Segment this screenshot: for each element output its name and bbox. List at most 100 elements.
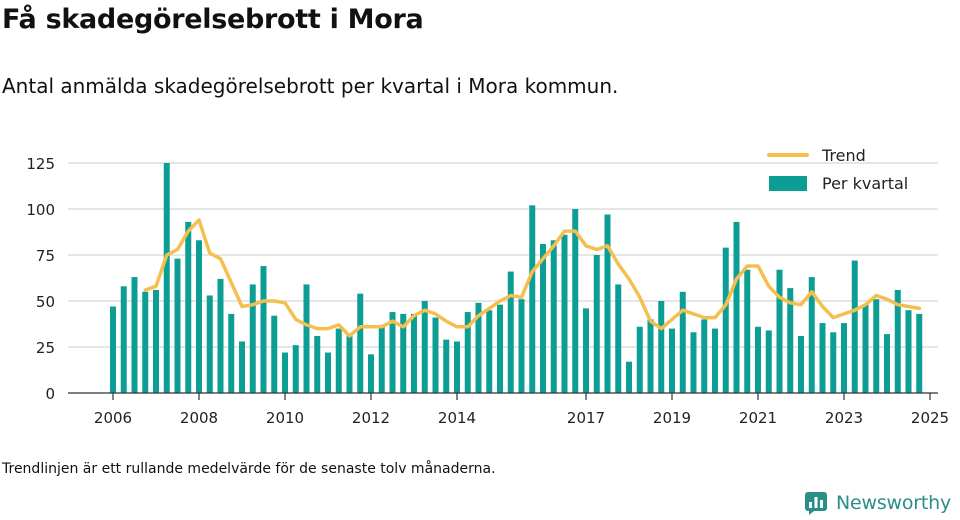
bar — [185, 221, 192, 393]
bar — [421, 301, 428, 393]
x-tick-label: 2006 — [94, 409, 132, 427]
bar — [916, 313, 923, 393]
bar — [518, 299, 525, 393]
bar — [497, 304, 503, 393]
bar — [249, 284, 256, 393]
bar — [787, 288, 794, 393]
x-tick-label: 2017 — [567, 409, 605, 427]
x-tick-label: 2014 — [438, 409, 476, 427]
bar — [507, 271, 514, 393]
bar — [647, 319, 654, 393]
bar — [658, 301, 665, 393]
bar — [228, 313, 235, 393]
bar — [475, 302, 482, 393]
bar — [443, 339, 450, 393]
bar — [701, 319, 708, 393]
bar — [604, 214, 611, 393]
bar — [669, 328, 675, 393]
bar — [142, 291, 149, 393]
legend-bar-label: Per kvartal — [822, 174, 908, 193]
bar — [593, 255, 600, 393]
bar — [841, 323, 847, 393]
bar — [217, 278, 224, 393]
x-tick-label: 2010 — [266, 409, 304, 427]
y-tick-label: 0 — [45, 385, 55, 403]
bar — [873, 299, 880, 393]
chart-title: Få skadegörelsebrott i Mora — [2, 4, 424, 35]
bar — [550, 240, 557, 393]
x-tick-label: 2021 — [739, 409, 777, 427]
bar — [808, 277, 815, 393]
bar — [282, 352, 288, 393]
bar-series — [110, 163, 923, 393]
x-tick-label: 2019 — [653, 409, 691, 427]
bar — [400, 313, 407, 393]
bar — [357, 293, 364, 393]
x-tick-label: 2023 — [825, 409, 863, 427]
bar — [378, 326, 385, 393]
bar — [411, 313, 417, 393]
y-tick-label: 25 — [36, 339, 55, 357]
y-tick-label: 75 — [36, 247, 55, 265]
bar — [163, 163, 170, 393]
bar — [110, 306, 116, 393]
bar — [454, 341, 460, 393]
bar — [529, 205, 536, 393]
x-tick-label: 2012 — [352, 409, 390, 427]
bar — [636, 326, 643, 393]
bar — [798, 335, 804, 393]
bar — [335, 328, 342, 393]
bar — [540, 243, 546, 393]
bar — [325, 352, 331, 393]
bar — [196, 240, 202, 393]
bar — [303, 284, 310, 393]
bar — [486, 310, 493, 393]
legend: Trend Per kvartal — [767, 146, 908, 193]
bar — [884, 334, 890, 393]
newsworthy-logo[interactable]: Newsworthy — [804, 488, 951, 518]
chart-subtitle: Antal anmälda skadegörelsebrott per kvar… — [2, 74, 619, 98]
bar — [260, 266, 267, 393]
y-tick-label: 100 — [26, 201, 55, 219]
bar — [690, 332, 697, 393]
legend-trend-label: Trend — [821, 146, 866, 165]
x-tick-label: 2025 — [911, 409, 949, 427]
bar — [120, 286, 127, 393]
bar — [561, 234, 568, 393]
newsworthy-logo-icon — [805, 492, 827, 515]
bar — [905, 310, 912, 393]
bar — [733, 221, 740, 393]
bar — [626, 361, 632, 393]
bar — [755, 326, 761, 393]
bar — [346, 334, 353, 393]
bar — [722, 247, 729, 393]
y-tick-label: 50 — [36, 293, 55, 311]
bar — [615, 284, 622, 393]
bar — [153, 289, 159, 393]
bar — [712, 328, 718, 393]
bar — [174, 258, 181, 393]
bar — [776, 269, 783, 393]
bar — [583, 308, 589, 393]
footnote: Trendlinjen är ett rullande medelvärde f… — [2, 461, 496, 477]
bar — [432, 317, 439, 393]
bar — [679, 291, 686, 393]
x-axis: 2006 2008 2010 2012 2014 2017 2019 2021 2023 2025 — [68, 392, 949, 427]
bar — [131, 277, 138, 393]
bar — [389, 312, 396, 393]
bar — [292, 345, 299, 393]
bar — [464, 312, 471, 393]
brand-name: Newsworthy — [836, 492, 952, 514]
trend-series — [143, 218, 922, 338]
bar — [765, 330, 772, 393]
bar — [894, 289, 901, 393]
bar — [862, 304, 869, 393]
legend-bar-swatch — [769, 176, 807, 191]
bar — [851, 260, 858, 393]
bar — [368, 354, 374, 393]
trend-line — [143, 218, 922, 338]
bar — [239, 341, 245, 393]
x-tick-label: 2008 — [180, 409, 218, 427]
y-tick-label: 125 — [26, 155, 55, 173]
